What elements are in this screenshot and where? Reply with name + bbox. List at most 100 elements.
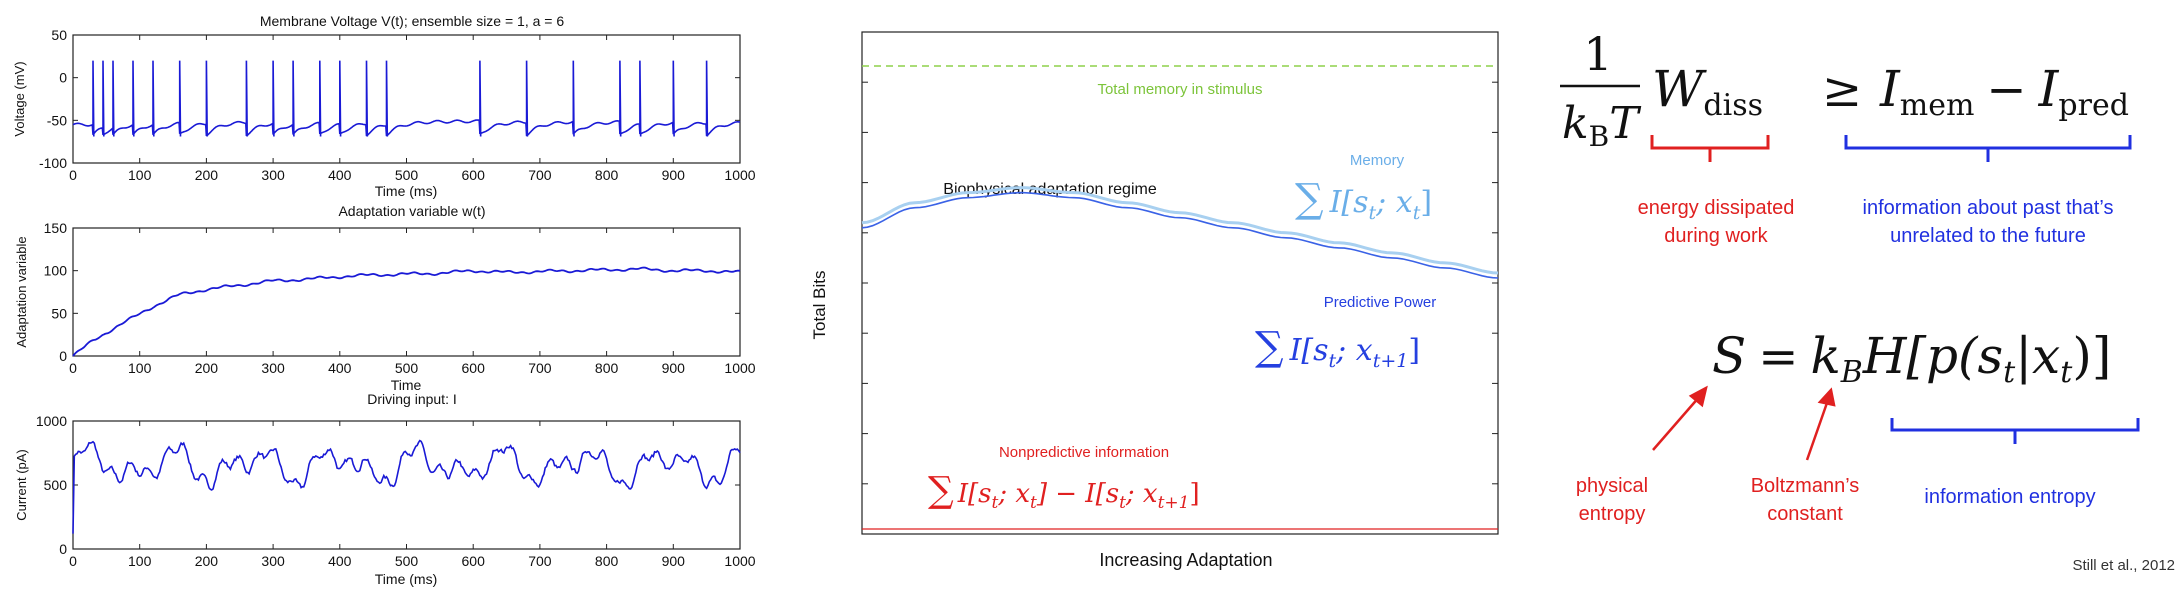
voltage-trace — [72, 60, 741, 137]
adaptation-xtick-label: 500 — [395, 360, 419, 376]
adaptation-ticks: 0 100 200 300 400 500 600 700 800 900 100015010050… — [44, 220, 756, 376]
input-xtick-label: 800 — [595, 553, 619, 569]
red-brace — [1650, 135, 1770, 162]
voltage-xtick-label: 700 — [528, 167, 552, 183]
voltage-ytick-label: 0 — [59, 70, 67, 86]
info-entropy-brace — [1890, 418, 2140, 444]
voltage-xtick-label: 900 — [662, 167, 686, 183]
entropy-equation: S = kBH[p(st|xt)] — [1712, 327, 2111, 390]
input-xtick-label: 0 — [69, 553, 77, 569]
input-panel: Driving input: I 0 100 200 300 400 500 600 700 8… — [14, 391, 756, 587]
energy-note-line1: energy dissipated — [1638, 197, 1795, 219]
info-ylabel: Total Bits — [810, 271, 829, 340]
info-note-line1: information about past that’s — [1863, 197, 2114, 219]
boltzmann-line2: constant — [1767, 503, 1843, 525]
voltage-xtick-label: 0 — [69, 167, 77, 183]
adaptation-xtick-label: 1000 — [724, 360, 755, 376]
physical-entropy-line2: entropy — [1579, 503, 1646, 525]
adaptation-axes-frame — [72, 227, 741, 357]
citation: Still et al., 2012 — [2072, 557, 2175, 574]
info-plot: Total memory in stimulus Biophysical ada… — [810, 31, 1499, 570]
adaptation-title: Adaptation variable w(t) — [338, 203, 485, 219]
w-diss: Wdiss — [1652, 60, 1763, 123]
info-ticks — [862, 81, 1498, 485]
adaptation-xtick-label: 300 — [261, 360, 285, 376]
equations-panel: 1 kBT Wdiss ≥ Imem − Ipred energy dissipat… — [1560, 27, 2175, 574]
info-note-line2: unrelated to the future — [1890, 225, 2086, 247]
total-memory-label: Total memory in stimulus — [1097, 81, 1262, 98]
info-entropy-label: information entropy — [1924, 486, 2095, 508]
geq-sign: ≥ — [1822, 62, 1862, 118]
adaptation-ytick-label: 50 — [51, 305, 67, 321]
input-xtick-label: 300 — [261, 553, 285, 569]
input-axes-frame — [72, 420, 741, 550]
adaptation-xtick-label: 800 — [595, 360, 619, 376]
voltage-panel: Membrane Voltage V(t); ensemble size = 1… — [12, 13, 756, 199]
adaptation-xtick-label: 0 — [69, 360, 77, 376]
fraction-denominator: kBT — [1562, 98, 1642, 153]
input-title: Driving input: I — [367, 391, 456, 407]
adaptation-ytick-label: 0 — [59, 348, 67, 364]
voltage-xtick-label: 800 — [595, 167, 619, 183]
input-xtick-label: 700 — [528, 553, 552, 569]
input-xtick-label: 1000 — [724, 553, 755, 569]
voltage-title: Membrane Voltage V(t); ensemble size = 1… — [260, 13, 564, 29]
input-xlabel: Time (ms) — [375, 571, 437, 587]
predictive-curve — [861, 191, 1499, 279]
input-ytick-label: 0 — [59, 541, 67, 557]
voltage-xtick-label: 1000 — [724, 167, 755, 183]
adaptation-ytick-label: 150 — [44, 220, 68, 236]
predictive-formula: ∑ I[st; xt+1] — [1255, 324, 1420, 372]
i-mem-minus-i-pred: Imem − Ipred — [1879, 60, 2129, 123]
memory-formula: ∑ I[st; xt] — [1295, 176, 1432, 224]
voltage-xtick-label: 200 — [195, 167, 219, 183]
input-xtick-label: 900 — [662, 553, 686, 569]
voltage-xlabel: Time (ms) — [375, 183, 437, 199]
energy-note-line2: during work — [1664, 225, 1768, 247]
blue-brace — [1844, 135, 2132, 162]
adaptation-xtick-label: 100 — [128, 360, 152, 376]
memory-label: Memory — [1350, 152, 1405, 169]
physical-entropy-line1: physical — [1576, 475, 1648, 497]
input-xtick-label: 100 — [128, 553, 152, 569]
voltage-ticks: 0 100 200 300 400 500 600 700 800 900 1000500-50-1… — [39, 27, 756, 183]
adaptation-xlabel: Time — [391, 377, 422, 393]
voltage-xtick-label: 600 — [462, 167, 486, 183]
adaptation-panel: Adaptation variable w(t) 0 100 200 300 400 50… — [14, 203, 756, 393]
voltage-ylabel: Voltage (mV) — [12, 61, 27, 136]
adaptation-trace — [72, 266, 741, 357]
input-xtick-label: 200 — [195, 553, 219, 569]
left-panels: Membrane Voltage V(t); ensemble size = 1… — [12, 13, 756, 587]
nonpredictive-label: Nonpredictive information — [999, 444, 1169, 461]
boltzmann-line1: Boltzmann’s — [1751, 475, 1860, 497]
voltage-xtick-label: 100 — [128, 167, 152, 183]
voltage-xtick-label: 500 — [395, 167, 419, 183]
adaptation-xtick-label: 900 — [662, 360, 686, 376]
input-ylabel: Current (pA) — [14, 449, 29, 521]
voltage-ytick-label: -100 — [39, 155, 67, 171]
physical-entropy-arrow — [1652, 385, 1708, 451]
adaptation-xtick-label: 400 — [328, 360, 352, 376]
input-xtick-label: 600 — [462, 553, 486, 569]
voltage-ytick-label: -50 — [47, 112, 67, 128]
fraction-numerator: 1 — [1583, 27, 1612, 81]
input-ytick-label: 1000 — [36, 413, 67, 429]
adaptation-ylabel: Adaptation variable — [14, 236, 29, 347]
dissipation-inequality: 1 kBT Wdiss ≥ Imem − Ipred — [1560, 27, 2129, 153]
info-xlabel: Increasing Adaptation — [1099, 550, 1272, 570]
input-trace — [72, 439, 741, 534]
info-axes-frame — [861, 31, 1499, 535]
adaptation-xtick-label: 700 — [528, 360, 552, 376]
input-ytick-label: 500 — [44, 477, 68, 493]
voltage-xtick-label: 300 — [261, 167, 285, 183]
predictive-label: Predictive Power — [1324, 294, 1437, 311]
voltage-ytick-label: 50 — [51, 27, 67, 43]
input-ticks: 0 100 200 300 400 500 600 700 800 900 1000 1000 500 0 — [36, 413, 756, 569]
input-xtick-label: 400 — [328, 553, 352, 569]
nonpredictive-formula: ∑ I[st; xt] − I[st; xt+1] — [928, 470, 1200, 513]
memory-curve — [861, 186, 1499, 275]
adaptation-xtick-label: 200 — [195, 360, 219, 376]
input-xtick-label: 500 — [395, 553, 419, 569]
voltage-xtick-label: 400 — [328, 167, 352, 183]
adaptation-xtick-label: 600 — [462, 360, 486, 376]
